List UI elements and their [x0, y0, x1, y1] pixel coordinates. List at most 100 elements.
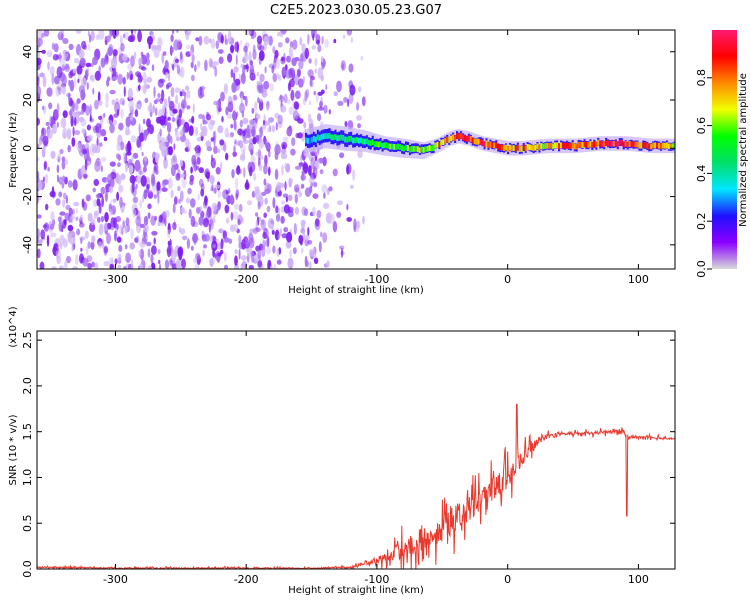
ridge-core [395, 144, 397, 150]
noise-speckle [220, 162, 223, 170]
ridge-core [582, 142, 584, 148]
noise-speckle [151, 178, 155, 187]
noise-speckle [325, 84, 327, 90]
ridge-core [340, 135, 342, 141]
noise-speckle [60, 57, 66, 68]
noise-speckle [356, 115, 362, 121]
noise-speckle [186, 45, 191, 50]
noise-speckle [234, 224, 238, 232]
noise-speckle [163, 158, 168, 170]
noise-speckle [66, 195, 68, 204]
ridge-core [556, 142, 558, 148]
noise-speckle [209, 58, 213, 68]
noise-speckle [128, 141, 131, 152]
noise-speckle [287, 258, 293, 269]
ridge-core [476, 139, 478, 145]
noise-speckle [362, 96, 366, 106]
noise-speckle [138, 75, 143, 82]
noise-speckle [190, 198, 196, 208]
ridge-core [597, 140, 599, 146]
noise-speckle [101, 157, 106, 163]
noise-speckle [69, 111, 73, 116]
noise-speckle [312, 207, 316, 217]
noise-speckle [58, 87, 62, 95]
ridge-core [533, 145, 535, 151]
noise-speckle [144, 216, 148, 226]
noise-speckle [113, 217, 117, 228]
noise-speckle [246, 179, 249, 187]
noise-speckle [145, 98, 149, 103]
noise-speckle [141, 175, 147, 187]
noise-speckle [225, 153, 228, 161]
noise-speckle [131, 28, 133, 34]
noise-speckle [136, 140, 141, 148]
noise-speckle [113, 120, 117, 126]
noise-speckle [132, 181, 135, 192]
ridge-core [515, 146, 517, 152]
noise-speckle [86, 63, 92, 67]
ridge-core [633, 142, 635, 148]
noise-speckle [206, 112, 209, 117]
ridge-core [636, 142, 638, 148]
noise-speckle [41, 50, 46, 54]
noise-speckle [231, 82, 236, 93]
noise-speckle [100, 129, 106, 136]
noise-speckle [218, 49, 224, 54]
noise-speckle [43, 76, 47, 88]
noise-speckle [70, 214, 75, 220]
noise-speckle [94, 160, 100, 172]
noise-speckle [321, 75, 324, 81]
noise-speckle [202, 250, 205, 257]
ridge-core [540, 143, 542, 149]
ridge-core [421, 147, 423, 153]
noise-speckle [88, 43, 90, 51]
noise-speckle [280, 228, 282, 236]
noise-speckle [258, 149, 261, 158]
noise-speckle [317, 210, 322, 218]
noise-speckle [250, 60, 254, 65]
noise-speckle [74, 77, 77, 88]
noise-speckle [166, 85, 169, 90]
noise-speckle [50, 233, 56, 238]
noise-speckle [323, 203, 329, 209]
noise-speckle [257, 217, 261, 222]
noise-speckle [89, 118, 94, 123]
noise-speckle [106, 79, 109, 87]
noise-speckle [125, 252, 131, 263]
noise-speckle [67, 128, 72, 140]
ridge-core [603, 141, 605, 147]
noise-speckle [280, 33, 282, 38]
noise-speckle [327, 260, 330, 267]
noise-speckle [249, 119, 255, 125]
noise-speckle [317, 113, 321, 121]
noise-speckle [199, 36, 203, 46]
noise-speckle [140, 224, 145, 228]
ridge-core [631, 141, 633, 147]
noise-speckle [234, 255, 238, 266]
noise-speckle [104, 137, 107, 141]
noise-speckle [76, 112, 79, 119]
noise-speckle [220, 92, 225, 102]
noise-speckle [287, 207, 293, 213]
noise-speckle [284, 181, 286, 191]
ridge-core [446, 137, 448, 143]
noise-speckle [295, 194, 298, 204]
noise-speckle [148, 212, 151, 219]
noise-speckle [101, 196, 104, 207]
noise-speckle [80, 58, 86, 67]
noise-speckle [82, 128, 86, 134]
noise-speckle [280, 216, 284, 224]
noise-speckle [288, 128, 292, 134]
noise-speckle [221, 116, 223, 122]
ridge-core [354, 138, 356, 144]
noise-speckle [58, 191, 62, 197]
noise-speckle [110, 209, 113, 216]
noise-speckle [251, 251, 254, 263]
noise-speckle [73, 127, 75, 137]
noise-speckle [112, 99, 116, 105]
ridge-core [527, 144, 529, 150]
noise-speckle [227, 53, 232, 62]
noise-speckle [173, 143, 175, 150]
noise-speckle [274, 50, 278, 59]
noise-speckle [85, 105, 90, 116]
